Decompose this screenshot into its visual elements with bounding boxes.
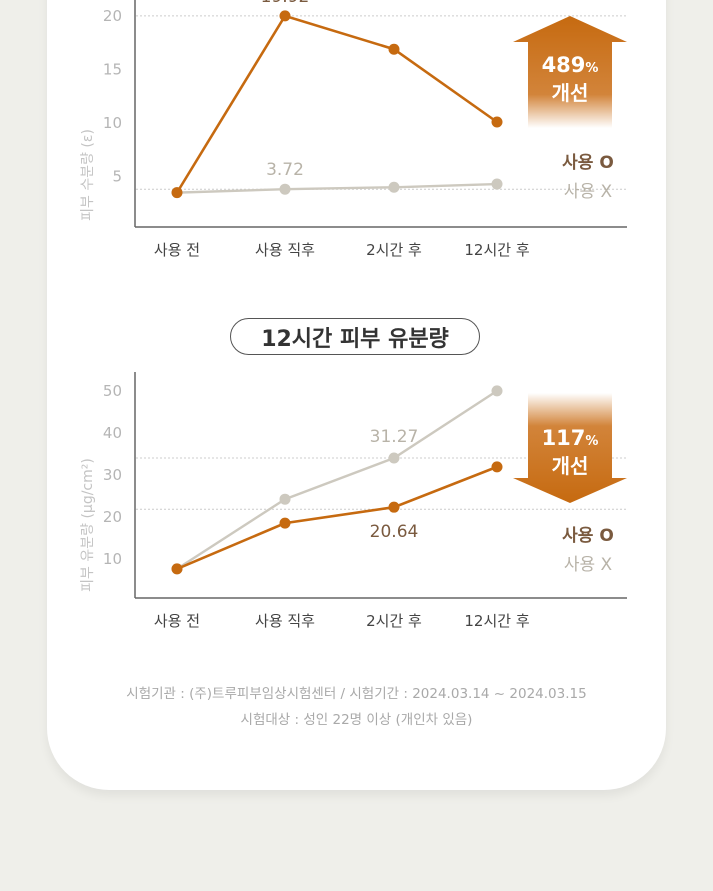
y-tick-label: 20 bbox=[103, 7, 122, 25]
data-point bbox=[279, 517, 291, 529]
x-tick-label: 사용 전 bbox=[154, 612, 200, 630]
data-label: 20.64 bbox=[370, 522, 419, 542]
footnote-line2: 시험대상 : 성인 22명 이상 (개인차 있음) bbox=[240, 712, 473, 728]
series-line-unused bbox=[176, 182, 498, 194]
data-label: 3.72 bbox=[266, 160, 304, 180]
legend-used: 사용 O bbox=[562, 153, 614, 173]
series-line-used bbox=[175, 14, 498, 194]
data-point bbox=[388, 501, 400, 513]
data-point bbox=[491, 461, 503, 473]
y-tick-label: 30 bbox=[103, 466, 122, 484]
chart2-title: 12시간 피부 유분량 bbox=[230, 318, 480, 355]
series-line-unused bbox=[176, 389, 498, 570]
data-point bbox=[491, 178, 503, 190]
legend-used: 사용 O bbox=[562, 526, 614, 546]
legend-unused: 사용 X bbox=[564, 555, 613, 575]
x-tick-label: 사용 직후 bbox=[255, 612, 315, 630]
x-tick-label: 사용 직후 bbox=[255, 241, 315, 259]
arrow-down-icon bbox=[513, 393, 627, 503]
x-tick-label: 2시간 후 bbox=[366, 612, 422, 630]
y-tick-label: 50 bbox=[103, 382, 122, 400]
arrow-up-icon bbox=[513, 16, 627, 128]
data-label: 19.92 bbox=[261, 0, 310, 7]
badge-value: 117% bbox=[542, 426, 599, 450]
y-tick-label: 20 bbox=[103, 508, 122, 526]
y-axis-label: 피부 수분량 (ε) bbox=[80, 129, 96, 221]
series-line-used bbox=[176, 465, 498, 571]
y-tick-label: 10 bbox=[103, 114, 122, 132]
data-point bbox=[388, 452, 400, 464]
footnote-line1: 시험기관 : (주)트루피부임상시험센터 / 시험기간 : 2024.03.14… bbox=[126, 686, 587, 702]
x-tick-label: 12시간 후 bbox=[464, 612, 529, 630]
y-tick-label: 15 bbox=[103, 61, 122, 79]
data-point bbox=[388, 181, 400, 193]
data-point bbox=[388, 43, 400, 55]
x-tick-label: 12시간 후 bbox=[464, 241, 529, 259]
data-point bbox=[279, 10, 291, 22]
y-tick-label: 10 bbox=[103, 550, 122, 568]
data-point bbox=[491, 116, 503, 128]
badge-value: 489% bbox=[542, 53, 599, 77]
y-axis-label: 피부 유분량 (μg/cm²) bbox=[80, 458, 96, 592]
legend-unused: 사용 X bbox=[564, 182, 613, 202]
x-tick-label: 사용 전 bbox=[154, 241, 200, 259]
data-point bbox=[279, 183, 291, 195]
y-tick-label: 40 bbox=[103, 424, 122, 442]
y-tick-label: 5 bbox=[112, 168, 122, 186]
badge-label: 개선 bbox=[552, 81, 589, 105]
data-point bbox=[171, 187, 183, 199]
x-tick-label: 2시간 후 bbox=[366, 241, 422, 259]
badge-label: 개선 bbox=[552, 454, 589, 478]
data-point bbox=[279, 493, 291, 505]
data-label: 31.27 bbox=[370, 427, 419, 447]
data-point bbox=[491, 385, 503, 397]
data-point bbox=[171, 563, 183, 575]
